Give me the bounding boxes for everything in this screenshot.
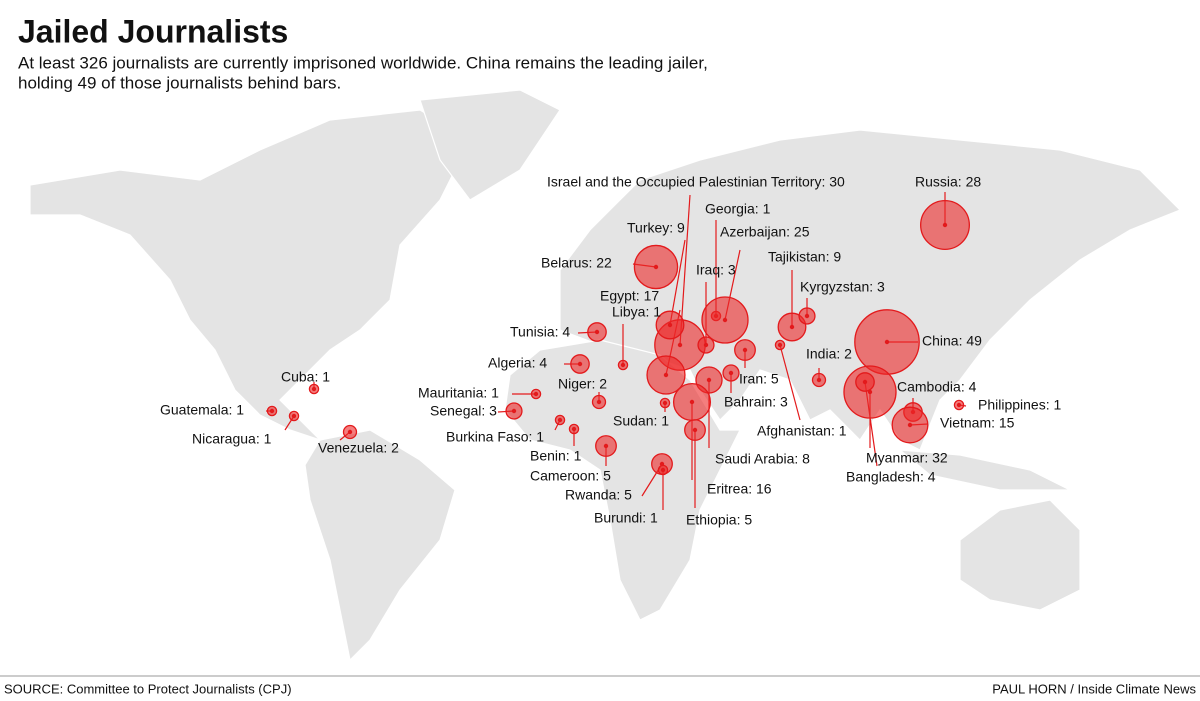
country-label: Venezuela: 2 — [318, 440, 399, 456]
bubble-center — [703, 342, 709, 348]
country-label: Israel and the Occupied Palestinian Terr… — [547, 174, 845, 190]
country-label: Georgia: 1 — [705, 201, 771, 217]
bubble-center — [706, 377, 712, 383]
bubble-center — [692, 427, 698, 433]
country-label: Cameroon: 5 — [530, 468, 611, 484]
country-label: Vietnam: 15 — [940, 415, 1015, 431]
leader-line — [779, 344, 801, 421]
bubble-center — [942, 222, 948, 228]
source: SOURCE: Committee to Protect Journalists… — [4, 681, 292, 696]
bubble-center — [663, 372, 669, 378]
country-label: Ethiopia: 5 — [686, 512, 752, 528]
country-label: China: 49 — [922, 333, 982, 349]
bubble-center — [577, 361, 583, 367]
bubble-center — [677, 342, 683, 348]
country-label: Cambodia: 4 — [897, 379, 977, 395]
country-label: Libya: 1 — [612, 304, 661, 320]
country-label: Afghanistan: 1 — [757, 423, 847, 439]
title: Jailed Journalists — [18, 13, 288, 49]
country-label: Niger: 2 — [558, 376, 607, 392]
country-label: Rwanda: 5 — [565, 487, 632, 503]
country-label: Tunisia: 4 — [510, 324, 570, 340]
bubble-center — [533, 391, 539, 397]
bubble-center — [667, 322, 673, 328]
bubble-center — [620, 362, 626, 368]
country-label: Egypt: 17 — [600, 288, 659, 304]
north-america — [29, 109, 471, 441]
south-america — [304, 429, 456, 662]
bubble-center — [311, 386, 317, 392]
bubble-center — [789, 324, 795, 330]
bubble-center — [884, 339, 890, 345]
country-label: Tajikistan: 9 — [768, 249, 841, 265]
country-label: Russia: 28 — [915, 174, 981, 190]
country-label: Burkina Faso: 1 — [446, 429, 544, 445]
bubble-center — [269, 408, 275, 414]
bubble-center — [722, 317, 728, 323]
country-label: Saudi Arabia: 8 — [715, 451, 810, 467]
bubble-center — [596, 399, 602, 405]
country-label: Burundi: 1 — [594, 510, 658, 526]
bubble-center — [571, 426, 577, 432]
country-label: Sudan: 1 — [613, 413, 669, 429]
bubble-center — [603, 443, 609, 449]
labels: Russia: 28 China: 49 Israel and the Occupi… — [160, 174, 1061, 528]
bubble-center — [594, 329, 600, 335]
country-label: Bahrain: 3 — [724, 394, 788, 410]
country-label: Benin: 1 — [530, 448, 582, 464]
country-label: Cuba: 1 — [281, 369, 330, 385]
greenland — [419, 89, 561, 201]
country-label: Belarus: 22 — [541, 255, 612, 271]
bubble-center — [557, 417, 563, 423]
indonesia — [898, 449, 1071, 491]
country-label: Eritrea: 16 — [707, 481, 772, 497]
bubbles: Russia: 28 China: 49 Israel and the Occupi… — [160, 174, 1061, 528]
credit: PAUL HORN / Inside Climate News — [992, 681, 1196, 696]
bubble-center — [777, 342, 783, 348]
bubble-center — [291, 413, 297, 419]
country-label: Mauritania: 1 — [418, 385, 499, 401]
bubble-center — [742, 347, 748, 353]
bubble-center — [862, 379, 868, 385]
bubble-center — [653, 264, 659, 270]
country-label: Myanmar: 32 — [866, 450, 948, 466]
australia — [959, 499, 1081, 611]
country-label: Philippines: 1 — [978, 397, 1061, 413]
bubble-center — [662, 400, 668, 406]
bubble-center — [816, 377, 822, 383]
country-label: Nicaragua: 1 — [192, 431, 272, 447]
country-label: Kyrgyzstan: 3 — [800, 279, 885, 295]
bubble-center — [511, 408, 517, 414]
bubble-center — [689, 399, 695, 405]
country-label: Iraq: 3 — [696, 262, 736, 278]
country-label: India: 2 — [806, 346, 852, 362]
country-label: Senegal: 3 — [430, 403, 497, 419]
country-label: Turkey: 9 — [627, 220, 685, 236]
country-label: Azerbaijan: 25 — [720, 224, 810, 240]
bubble-center — [347, 429, 353, 435]
bubble-center — [804, 313, 810, 319]
country-label: Guatemala: 1 — [160, 402, 244, 418]
country-label: Iran: 5 — [739, 371, 779, 387]
country-label: Algeria: 4 — [488, 355, 547, 371]
subtitle: At least 326 journalists are currently i… — [18, 53, 708, 72]
subtitle: holding 49 of those journalists behind b… — [18, 73, 341, 92]
circles — [266, 200, 970, 476]
bubble-center — [907, 422, 913, 428]
country-label: Bangladesh: 4 — [846, 469, 936, 485]
bubble-center — [956, 402, 962, 408]
bubble-center — [660, 467, 666, 473]
bubble-center — [728, 370, 734, 376]
